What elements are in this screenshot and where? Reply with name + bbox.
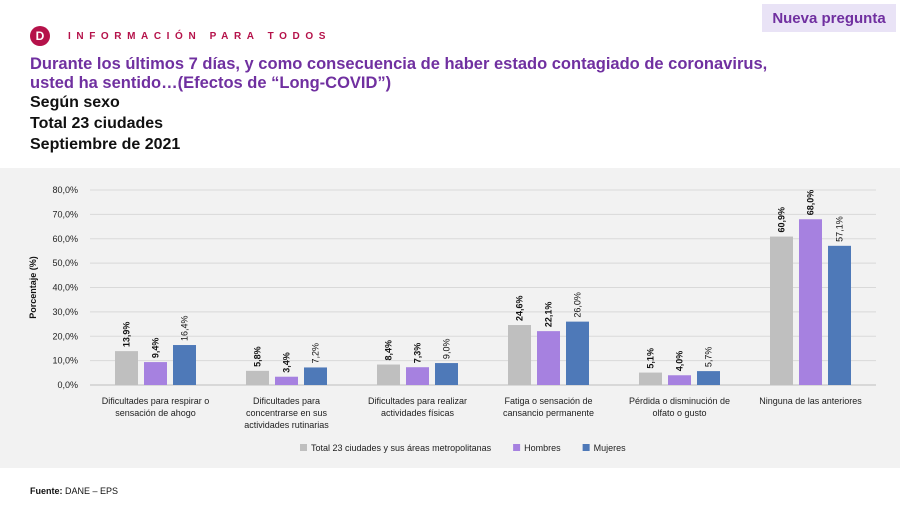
bar	[435, 363, 458, 385]
bar-value-label: 60,9%	[777, 207, 787, 233]
x-category-label: cansancio permanente	[503, 408, 594, 418]
legend-entry: Total 23 ciudades y sus áreas metropolit…	[311, 443, 492, 453]
bar-value-label: 57,1%	[835, 216, 845, 242]
bar	[173, 345, 196, 385]
bar	[406, 367, 429, 385]
bar-value-label: 5,8%	[253, 346, 263, 367]
bar-value-label: 24,6%	[515, 296, 525, 322]
x-category-label: actividades rutinarias	[244, 420, 329, 430]
bar-value-label: 5,7%	[704, 347, 714, 368]
bar	[828, 245, 851, 385]
x-category-label: sensación de ahogo	[115, 408, 196, 418]
bar	[668, 375, 691, 385]
legend-swatch	[513, 444, 521, 451]
y-tick-label: 60,0%	[52, 234, 78, 244]
x-category-label: actividades físicas	[381, 408, 455, 418]
bar	[799, 219, 822, 385]
subtitle-cities: Total 23 ciudades	[30, 115, 164, 132]
legend-swatch	[300, 444, 307, 451]
subtitle-sex: Según sexo	[30, 94, 120, 111]
bar	[639, 372, 662, 385]
source-label: Fuente:	[30, 486, 63, 496]
bar-value-label: 22,1%	[544, 302, 554, 328]
x-category-label: Ninguna de las anteriores	[759, 396, 862, 406]
bar	[697, 371, 720, 385]
y-tick-label: 20,0%	[52, 331, 78, 341]
subtitle-date: Septiembre de 2021	[30, 136, 181, 153]
bar-value-label: 16,4%	[180, 315, 190, 341]
brand-tagline: INFORMACIÓN PARA TODOS	[68, 30, 332, 42]
bar-value-label: 26,0%	[573, 292, 583, 318]
bar-value-label: 3,4%	[282, 352, 292, 373]
page-title: Durante los últimos 7 días, y como conse…	[30, 55, 768, 92]
bar	[537, 331, 560, 385]
bar-value-label: 7,2%	[311, 343, 321, 364]
bar	[770, 236, 793, 385]
bar-value-label: 7,3%	[413, 343, 423, 364]
bar-value-label: 5,1%	[646, 348, 656, 369]
legend-swatch	[582, 444, 590, 451]
source-note: Fuente: DANE – EPS	[30, 486, 118, 496]
y-tick-label: 50,0%	[52, 258, 78, 268]
source-text: DANE – EPS	[62, 486, 119, 496]
bar-value-label: 13,9%	[122, 322, 132, 348]
bar-value-label: 68,0%	[806, 190, 816, 216]
y-tick-label: 30,0%	[52, 307, 78, 317]
bar	[144, 362, 167, 385]
brand-header: D INFORMACIÓN PARA TODOS	[30, 26, 331, 46]
bar	[377, 364, 400, 385]
x-category-label: Dificultades para	[253, 396, 320, 406]
bar	[304, 367, 327, 385]
y-tick-label: 40,0%	[52, 283, 78, 293]
y-tick-label: 70,0%	[52, 209, 78, 219]
y-axis-title: Porcentaje (%)	[28, 256, 38, 319]
bar-value-label: 9,0%	[442, 339, 452, 360]
chart-panel: 0,0% 10,0% 20,0% 30,0% 40,0% 50,0% 60,0% 70,0% 8…	[0, 168, 900, 468]
bar-value-label: 4,0%	[675, 351, 685, 372]
new-question-badge: Nueva pregunta	[762, 4, 896, 32]
x-category-label: Pérdida o disminución de	[629, 396, 730, 406]
legend-entry: Hombres	[524, 443, 561, 453]
dane-logo-icon: D	[30, 26, 50, 46]
x-category-label: concentrarse en sus	[246, 408, 328, 418]
y-tick-label: 10,0%	[52, 356, 78, 366]
bar	[246, 370, 269, 385]
bar	[275, 376, 298, 385]
y-tick-label: 0,0%	[57, 380, 78, 390]
bar-value-label: 9,4%	[151, 338, 161, 359]
bar-chart: 0,0% 10,0% 20,0% 30,0% 40,0% 50,0% 60,0% 70,0% 8…	[28, 185, 876, 453]
bar-value-label: 8,4%	[384, 340, 394, 361]
bar	[115, 351, 138, 385]
x-category-label: Fatiga o sensación de	[504, 396, 592, 406]
x-category-label: Dificultades para respirar o	[102, 396, 210, 406]
x-category-label: olfato o gusto	[652, 408, 706, 418]
bar	[566, 321, 589, 385]
bar	[508, 325, 531, 385]
x-category-label: Dificultades para realizar	[368, 396, 467, 406]
y-tick-label: 80,0%	[52, 185, 78, 195]
legend-entry: Mujeres	[594, 443, 627, 453]
